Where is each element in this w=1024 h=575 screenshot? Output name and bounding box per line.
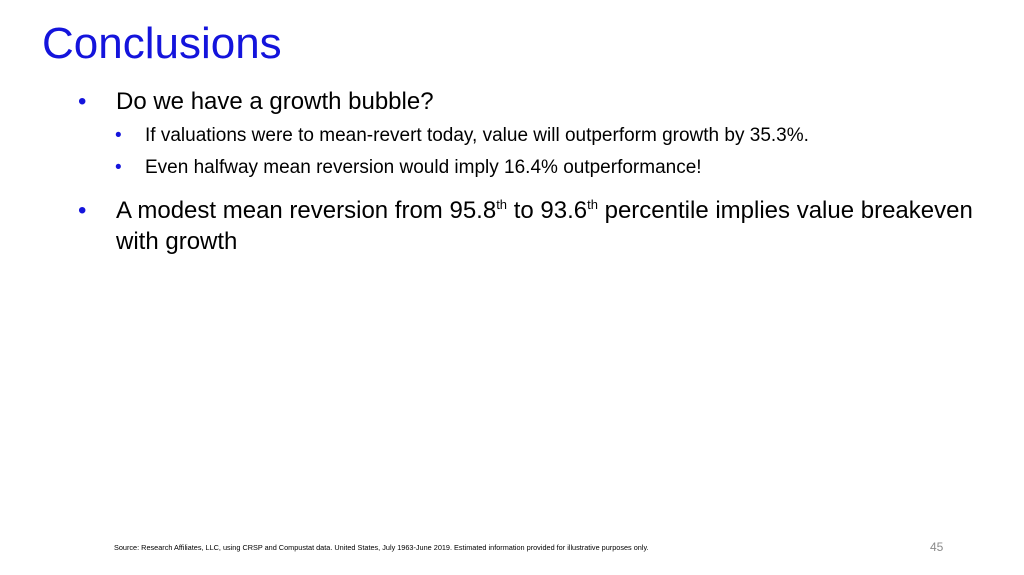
slide-title: Conclusions <box>42 19 282 68</box>
text-run: percentile implies value breakeven with … <box>116 197 973 255</box>
bullet-text: If valuations were to mean-revert today,… <box>145 125 809 146</box>
bullet-dot: • <box>78 88 87 115</box>
bullet-dot: • <box>78 197 87 224</box>
text-run: to 93.6 <box>507 197 588 224</box>
superscript: th <box>496 197 508 212</box>
sub-bullet: • If valuations were to mean-revert toda… <box>115 123 809 149</box>
source-note: Source: Research Affiliates, LLC, using … <box>114 543 649 552</box>
bullet: • Do we have a growth bubble? <box>78 86 986 117</box>
bullet-text: Even halfway mean reversion would imply … <box>145 157 702 178</box>
text-run: A modest mean reversion from 95.8 <box>116 197 497 224</box>
bullet-text: Do we have a growth bubble? <box>116 88 434 115</box>
page-number: 45 <box>930 540 944 554</box>
bullet: • A modest mean reversion from 95.8th to… <box>78 195 986 257</box>
bullet-text: A modest mean reversion from 95.8th to 9… <box>116 197 973 255</box>
sub-bullet: • Even halfway mean reversion would impl… <box>115 155 702 181</box>
superscript: th <box>587 197 598 212</box>
bullet-dot: • <box>115 157 122 178</box>
bullet-dot: • <box>115 125 122 146</box>
